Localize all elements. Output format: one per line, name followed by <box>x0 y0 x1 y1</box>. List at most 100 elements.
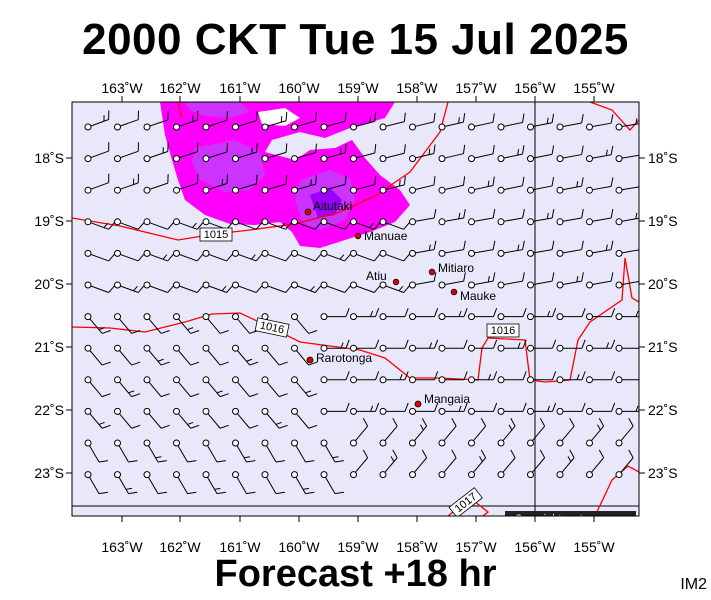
wind-barb <box>84 218 115 230</box>
isobar-upper-left <box>177 102 183 119</box>
wind-barb <box>173 313 200 334</box>
wind-barb <box>232 439 256 463</box>
lon-label: 160˚W <box>278 539 320 555</box>
wind-barb <box>497 402 527 415</box>
wind-barb <box>114 281 145 293</box>
lat-label: 18˚S <box>648 150 678 166</box>
latitude-labels-right: 18˚S 19˚S 20˚S 21˚S 22˚S 23˚S <box>648 150 678 481</box>
wind-barb <box>84 376 111 398</box>
wind-barb <box>497 240 525 257</box>
wind-barb <box>261 344 288 366</box>
wind-barb <box>350 418 369 447</box>
wind-barb <box>173 407 200 429</box>
wind-barb <box>556 145 584 163</box>
wind-barb <box>409 402 439 415</box>
wind-barb <box>350 339 380 352</box>
lon-label: 161˚W <box>219 539 261 555</box>
wind-barb <box>291 439 315 463</box>
place-rarotonga: Rarotonga <box>306 351 372 365</box>
wind-barb <box>586 418 605 447</box>
wind-barb <box>615 118 639 131</box>
wind-barb <box>261 111 288 131</box>
isobar-label: 1016 <box>486 323 520 338</box>
wind-barb <box>261 143 288 163</box>
isobar-label: 1016 <box>254 317 290 338</box>
wind-barb <box>409 449 428 479</box>
wind-barb <box>556 114 584 131</box>
wind-barb <box>409 112 436 131</box>
wind-barb <box>84 173 110 194</box>
precip-area-heavy <box>310 188 342 218</box>
wind-barb <box>173 174 199 194</box>
wind-barb <box>379 175 406 194</box>
lat-label: 20˚S <box>34 276 64 292</box>
wind-barb <box>143 313 170 334</box>
wind-barb <box>468 402 498 415</box>
wind-barb <box>291 471 315 495</box>
lon-label: 155˚W <box>573 80 615 96</box>
wind-barb <box>173 471 197 495</box>
map-title: 2000 CKT Tue 15 Jul 2025 <box>82 15 629 64</box>
place-mangaia: Mangaia <box>414 392 470 408</box>
wind-barb <box>261 218 292 230</box>
forecast-hour-label: Forecast +18 hr <box>214 553 497 595</box>
wind-barb <box>586 240 614 257</box>
wind-barb <box>527 240 555 257</box>
wind-barb <box>379 218 410 230</box>
wind-barb <box>615 249 639 257</box>
wind-barb <box>409 240 437 257</box>
wind-barb <box>350 281 381 293</box>
wind-barb <box>202 281 233 293</box>
lon-label: 157˚W <box>455 80 497 96</box>
wind-barb <box>497 113 525 131</box>
wind-barb <box>468 418 487 447</box>
map-frame <box>71 101 640 517</box>
wind-barb <box>202 249 233 262</box>
wind-barb <box>320 371 350 384</box>
lon-label: 158˚W <box>396 80 438 96</box>
wind-barb <box>438 113 466 131</box>
lat-label: 23˚S <box>34 465 64 481</box>
wind-barb <box>143 439 167 463</box>
wind-barb <box>291 175 317 194</box>
wind-barb <box>84 249 115 262</box>
wind-barb <box>291 143 317 163</box>
wind-barb <box>615 376 639 384</box>
wind-barb <box>143 174 169 194</box>
wind-barb <box>320 308 350 321</box>
wind-barb <box>202 407 229 429</box>
wind-barb <box>497 209 525 226</box>
wind-barb <box>143 218 174 230</box>
wind-barb <box>114 471 138 495</box>
wind-barb <box>409 209 437 226</box>
wind-barb <box>586 449 605 479</box>
wind-barb <box>409 272 437 289</box>
wind-barb <box>261 376 288 398</box>
wind-barb <box>320 112 347 131</box>
wind-barb <box>143 407 170 429</box>
svg-text:Manuae: Manuae <box>364 229 408 243</box>
wind-barb <box>409 418 428 447</box>
wind-barb <box>379 308 409 321</box>
wind-barb <box>438 272 466 289</box>
wind-barb <box>173 344 200 366</box>
axis-ticks <box>66 96 645 522</box>
lon-label: 159˚W <box>337 80 379 96</box>
wind-barb <box>379 418 398 447</box>
svg-text:Mauke: Mauke <box>460 289 496 303</box>
lat-label: 18˚S <box>34 150 64 166</box>
wind-barb <box>556 240 584 257</box>
wind-barb <box>615 212 639 226</box>
wind-barb <box>615 186 639 194</box>
wind-barb <box>84 281 115 293</box>
wind-barb <box>350 144 377 163</box>
wind-barb <box>261 281 292 293</box>
wind-barb <box>556 418 575 447</box>
wind-barb <box>232 313 259 334</box>
svg-text:Mangaia: Mangaia <box>424 392 470 406</box>
wind-barb <box>379 371 409 384</box>
wind-barb <box>202 111 228 131</box>
wind-barb <box>497 418 516 447</box>
wind-barb <box>556 371 586 384</box>
wind-barb <box>556 308 586 321</box>
